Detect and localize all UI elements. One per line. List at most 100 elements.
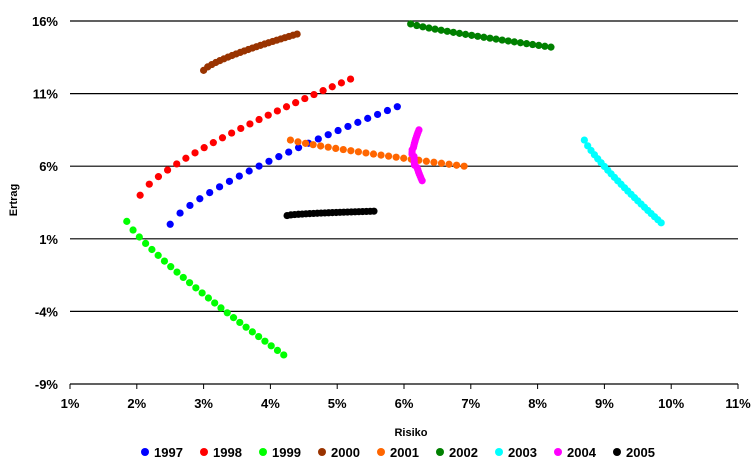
data-point (370, 207, 378, 215)
y-tick-label: 6% (39, 159, 58, 174)
data-point (123, 217, 131, 225)
data-point (449, 28, 457, 36)
data-point (142, 239, 150, 248)
legend-marker (554, 448, 562, 456)
data-point (286, 136, 295, 144)
series-2005 (283, 207, 378, 220)
legend-item-1999: 1999 (259, 445, 301, 460)
data-point (415, 126, 423, 134)
data-point (200, 144, 208, 152)
data-point (229, 314, 238, 322)
x-tick-label: 9% (595, 396, 614, 411)
data-point (154, 173, 163, 181)
legend-item-2002: 2002 (436, 445, 478, 460)
data-point (580, 136, 588, 144)
data-point (215, 183, 224, 191)
data-point (225, 177, 234, 185)
data-point (167, 263, 175, 271)
x-tick-label: 3% (194, 396, 213, 411)
data-point (198, 289, 206, 297)
data-point (480, 33, 488, 41)
series-1997 (166, 103, 401, 228)
legend-marker (318, 448, 326, 456)
series-2000 (200, 30, 301, 74)
data-point (191, 149, 199, 157)
axes: 1% 2% 3% 4% 5% 6% 7% 8% 9% 10% 11% -9% -4% 1% 6% 11% 16% (32, 14, 751, 411)
data-point (430, 158, 438, 166)
legend-label: 1999 (272, 445, 301, 460)
data-point (339, 145, 347, 154)
y-tick-label: 1% (39, 232, 58, 247)
x-tick-label: 11% (725, 396, 751, 411)
data-point (346, 75, 355, 83)
data-point (400, 154, 408, 162)
legend-item-2000: 2000 (318, 445, 360, 460)
data-point (301, 94, 309, 103)
data-point (334, 126, 342, 135)
y-tick-label: 11% (33, 87, 59, 102)
data-point (145, 180, 153, 188)
data-point (504, 37, 512, 45)
data-point (173, 160, 181, 168)
y-axis-title: Ertrag (8, 184, 20, 216)
x-tick-label: 6% (395, 396, 414, 411)
data-point (209, 139, 217, 147)
legend-marker (436, 448, 444, 456)
data-point (173, 268, 181, 276)
legend-item-1998: 1998 (200, 445, 242, 460)
legend-label: 2005 (626, 445, 655, 460)
data-point (204, 294, 213, 302)
data-point (474, 32, 482, 40)
legend-label: 2004 (567, 445, 597, 460)
data-point (218, 134, 227, 142)
x-tick-label: 4% (261, 396, 280, 411)
series-2004 (408, 126, 426, 185)
x-tick-label: 1% (61, 396, 80, 411)
data-point (301, 139, 310, 147)
data-point (265, 157, 273, 165)
data-point (354, 148, 363, 156)
data-point (445, 160, 453, 168)
data-point (163, 166, 172, 174)
data-point (261, 337, 269, 345)
data-points (123, 20, 665, 359)
data-point (344, 122, 352, 131)
data-point (309, 141, 317, 149)
data-point (328, 83, 336, 91)
data-point (246, 120, 254, 128)
data-point (314, 135, 322, 143)
legend-label: 2000 (331, 445, 360, 460)
data-point (185, 279, 194, 287)
legend-marker (200, 448, 208, 456)
data-point (369, 150, 378, 158)
data-point (273, 107, 281, 115)
data-point (319, 87, 327, 95)
data-point (255, 162, 263, 170)
data-point (129, 226, 137, 234)
legend-marker (141, 448, 149, 456)
data-point (176, 209, 184, 217)
data-point (486, 34, 494, 42)
series-2003 (580, 136, 665, 227)
legend-label: 1997 (154, 445, 183, 460)
data-point (275, 153, 283, 161)
series-2002 (407, 20, 555, 51)
y-tick-label: -9% (35, 377, 59, 392)
data-point (516, 39, 525, 47)
data-point (443, 27, 451, 35)
data-point (332, 144, 340, 153)
data-point (255, 332, 263, 341)
data-point (498, 36, 506, 44)
data-point (317, 142, 325, 150)
y-tick-label: 16% (32, 14, 58, 29)
data-point (236, 318, 244, 327)
data-point (196, 195, 204, 203)
data-point (324, 131, 332, 139)
data-point (154, 251, 162, 259)
data-point (206, 189, 214, 197)
data-point (541, 42, 549, 50)
data-point (425, 24, 433, 32)
data-point (242, 323, 250, 331)
data-point (437, 159, 446, 167)
